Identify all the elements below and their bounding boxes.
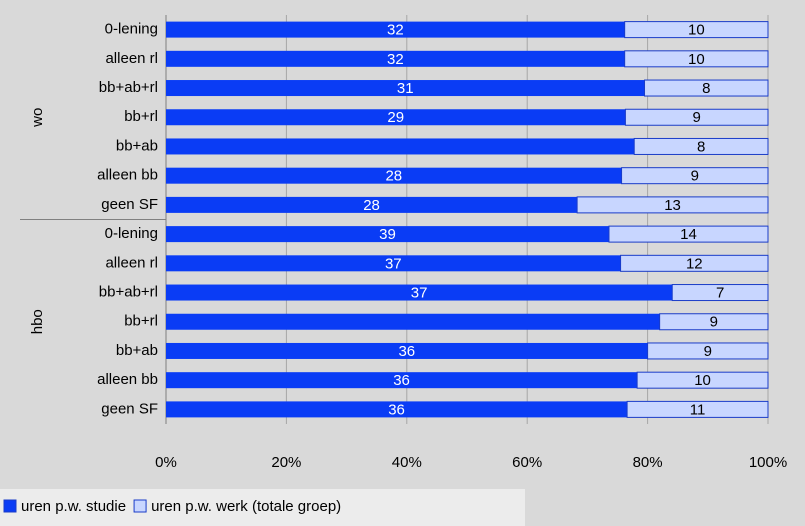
bar-segment: [633, 137, 769, 155]
x-tick-label: 80%: [633, 454, 663, 471]
y-tick-label: bb+ab: [116, 137, 158, 154]
group-label: hbo: [29, 309, 46, 334]
bar-segment: [166, 50, 625, 67]
data-label: 14: [680, 226, 697, 243]
bar-segment: [166, 255, 621, 272]
bar-segment: [624, 21, 769, 39]
bar-segment: [166, 138, 635, 155]
bar-segment: [626, 400, 769, 418]
data-label: 12: [686, 255, 703, 272]
data-label: 36: [393, 372, 410, 389]
bar-segment: [166, 226, 609, 243]
bar-segment: [576, 196, 769, 214]
bar-segment: [671, 284, 769, 302]
y-tick-label: bb+ab: [116, 342, 158, 359]
y-tick-label: alleen rl: [105, 254, 158, 271]
x-tick-label: 0%: [155, 454, 177, 471]
data-label: 28: [385, 168, 402, 185]
data-label: 9: [710, 314, 718, 331]
y-tick-label: geen SF: [101, 400, 158, 417]
bar-segment: [624, 108, 769, 126]
bar-segment: [166, 167, 622, 184]
data-label: 11: [690, 401, 706, 418]
x-tick-label: 60%: [512, 454, 542, 471]
y-tick-label: alleen bb: [97, 167, 158, 184]
bar-segment: [644, 79, 769, 97]
legend-label: uren p.w. studie: [21, 498, 126, 515]
bar-segment: [620, 254, 769, 272]
data-label: 10: [688, 22, 705, 39]
legend-box: [0, 489, 525, 526]
legend-label: uren p.w. werk (totale groep): [151, 498, 341, 515]
data-label: 39: [379, 226, 396, 243]
data-label: 36: [398, 343, 415, 360]
data-label: 32: [387, 22, 404, 39]
data-label: 29: [387, 109, 404, 126]
bar-segment: [166, 21, 625, 38]
y-tick-label: alleen bb: [97, 371, 158, 388]
y-tick-label: bb+ab+rl: [99, 284, 158, 301]
legend-swatch: [133, 499, 147, 513]
x-tick-label: 40%: [392, 454, 422, 471]
data-label: 32: [387, 51, 404, 68]
x-tick-label: 100%: [749, 454, 787, 471]
data-label: 9: [704, 343, 712, 360]
bar-segment: [608, 225, 769, 243]
data-label: 36: [388, 401, 405, 418]
y-tick-label: bb+ab+rl: [99, 79, 158, 96]
y-tick-label: bb+rl: [124, 108, 158, 125]
bar-segment: [166, 342, 648, 359]
legend-swatch: [3, 499, 17, 513]
group-label: wo: [29, 108, 46, 128]
bar-segment: [624, 50, 769, 68]
data-label: 13: [664, 197, 681, 214]
data-label: 9: [691, 168, 699, 185]
y-tick-label: 0-lening: [105, 21, 158, 38]
data-label: 9: [693, 109, 701, 126]
y-tick-label: geen SF: [101, 196, 158, 213]
bar-segment: [647, 342, 769, 360]
data-label: 37: [411, 285, 428, 302]
bar-segment: [166, 109, 626, 126]
y-tick-label: alleen rl: [105, 50, 158, 67]
data-label: 37: [385, 255, 402, 272]
bar-segment: [166, 80, 645, 97]
y-tick-label: bb+rl: [124, 313, 158, 330]
bar-segment: [636, 371, 769, 389]
data-label: 28: [363, 197, 380, 214]
bar-segment: [166, 401, 628, 418]
data-label: 8: [702, 80, 710, 97]
y-tick-label: 0-lening: [105, 225, 158, 242]
data-label: 7: [716, 285, 724, 302]
bar-segment: [166, 372, 638, 389]
bar-segment: [166, 196, 578, 213]
bar-segment: [659, 313, 769, 331]
bar-segment: [621, 167, 769, 185]
data-label: 8: [697, 138, 705, 155]
data-label: 31: [397, 80, 414, 97]
data-label: 10: [688, 51, 705, 68]
data-label: 10: [694, 372, 711, 389]
plot-area: [166, 15, 768, 424]
bar-segment: [166, 284, 673, 301]
bar-segment: [166, 313, 660, 330]
x-tick-label: 20%: [271, 454, 301, 471]
